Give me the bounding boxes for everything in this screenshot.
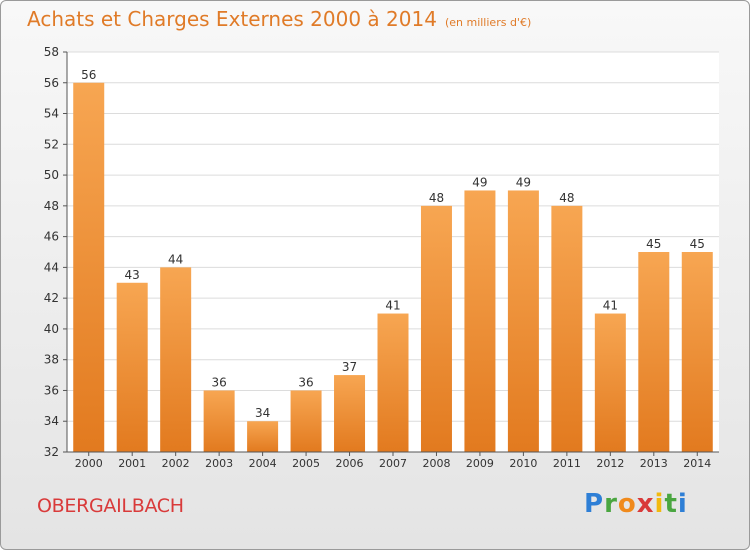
y-tick-label: 58	[44, 45, 59, 59]
bar-2003	[203, 390, 235, 452]
y-tick-label: 46	[44, 230, 59, 244]
y-tick-label: 48	[44, 199, 59, 213]
x-tick-label-2013: 2013	[640, 457, 668, 470]
chart-title-text: Achats et Charges Externes 2000 à 2014	[27, 7, 437, 31]
x-tick-label-2011: 2011	[553, 457, 581, 470]
value-label-2005: 36	[298, 375, 313, 389]
value-label-2011: 48	[559, 191, 574, 205]
bars	[73, 82, 713, 453]
value-label-2000: 56	[81, 68, 96, 82]
bar-2002	[160, 267, 192, 452]
y-tick-label: 44	[44, 260, 59, 274]
value-label-2001: 43	[125, 268, 140, 282]
logo-letter: r	[604, 489, 618, 519]
logo-letter: P	[584, 489, 605, 519]
bar-2013	[638, 252, 670, 452]
chart-title: Achats et Charges Externes 2000 à 2014 (e…	[27, 7, 531, 31]
value-label-2010: 49	[516, 175, 531, 189]
value-label-2014: 45	[690, 237, 705, 251]
bar-2000	[73, 82, 105, 453]
x-tick-label-2005: 2005	[292, 457, 320, 470]
logo-letter: i	[654, 489, 665, 519]
x-tick-label-2003: 2003	[205, 457, 233, 470]
bar-2004	[247, 421, 279, 452]
bar-2005	[290, 390, 322, 452]
value-label-2007: 41	[385, 299, 400, 313]
y-tick-label: 52	[44, 137, 59, 151]
bar-2008	[420, 205, 452, 452]
y-tick-label: 42	[44, 291, 59, 305]
y-axis: 32 34 36 38 40 42 44 46 48 50 52 54 56 58	[44, 45, 68, 459]
logo-letter: i	[677, 489, 688, 519]
value-label-2003: 36	[211, 375, 226, 389]
x-tick-label-2008: 2008	[422, 457, 450, 470]
x-tick-label-2006: 2006	[336, 457, 364, 470]
y-tick-label: 40	[44, 322, 59, 336]
bar-2011	[551, 205, 583, 452]
x-tick-label-2004: 2004	[249, 457, 277, 470]
y-tick-label: 54	[44, 107, 59, 121]
x-tick-label-2007: 2007	[379, 457, 407, 470]
x-tick-label-2001: 2001	[118, 457, 146, 470]
x-axis: 2000 2001 2002 2003 2004 2005 2006 2007 2008 2009…	[67, 451, 719, 470]
y-tick-label: 38	[44, 353, 59, 367]
bar-2007	[377, 313, 409, 452]
bar-2010	[507, 190, 539, 452]
logo-letter: x	[636, 489, 655, 519]
y-tick-label: 56	[44, 76, 59, 90]
value-labels: 56 43 44 36 34 36 37 41 48 49 49 48 41 45 45	[81, 68, 705, 420]
y-tick-label: 32	[44, 445, 59, 459]
y-tick-label: 50	[44, 168, 59, 182]
y-tick-label: 34	[44, 414, 59, 428]
bar-2009	[464, 190, 496, 452]
commune-name: OBERGAILBACH	[37, 495, 184, 517]
logo-letter: o	[617, 489, 637, 519]
value-label-2006: 37	[342, 360, 357, 374]
chart-subtitle: (en milliers d'€)	[444, 16, 532, 29]
value-label-2013: 45	[646, 237, 661, 251]
value-label-2008: 48	[429, 191, 444, 205]
y-tick-label: 36	[44, 383, 59, 397]
value-label-2004: 34	[255, 406, 270, 420]
x-tick-label-2002: 2002	[162, 457, 190, 470]
value-label-2002: 44	[168, 252, 183, 266]
x-tick-label-2012: 2012	[596, 457, 624, 470]
x-tick-label-2010: 2010	[509, 457, 537, 470]
value-label-2009: 49	[472, 175, 487, 189]
bar-2006	[334, 375, 366, 452]
bar-2012	[594, 313, 626, 452]
bar-2001	[116, 282, 148, 452]
bar-2014	[681, 252, 713, 452]
logo-letter: t	[664, 489, 678, 519]
x-tick-label-2014: 2014	[683, 457, 711, 470]
value-label-2012: 41	[603, 299, 618, 313]
proxiti-logo: Proxiti	[584, 489, 688, 519]
x-tick-label-2000: 2000	[75, 457, 103, 470]
x-tick-label-2009: 2009	[466, 457, 494, 470]
